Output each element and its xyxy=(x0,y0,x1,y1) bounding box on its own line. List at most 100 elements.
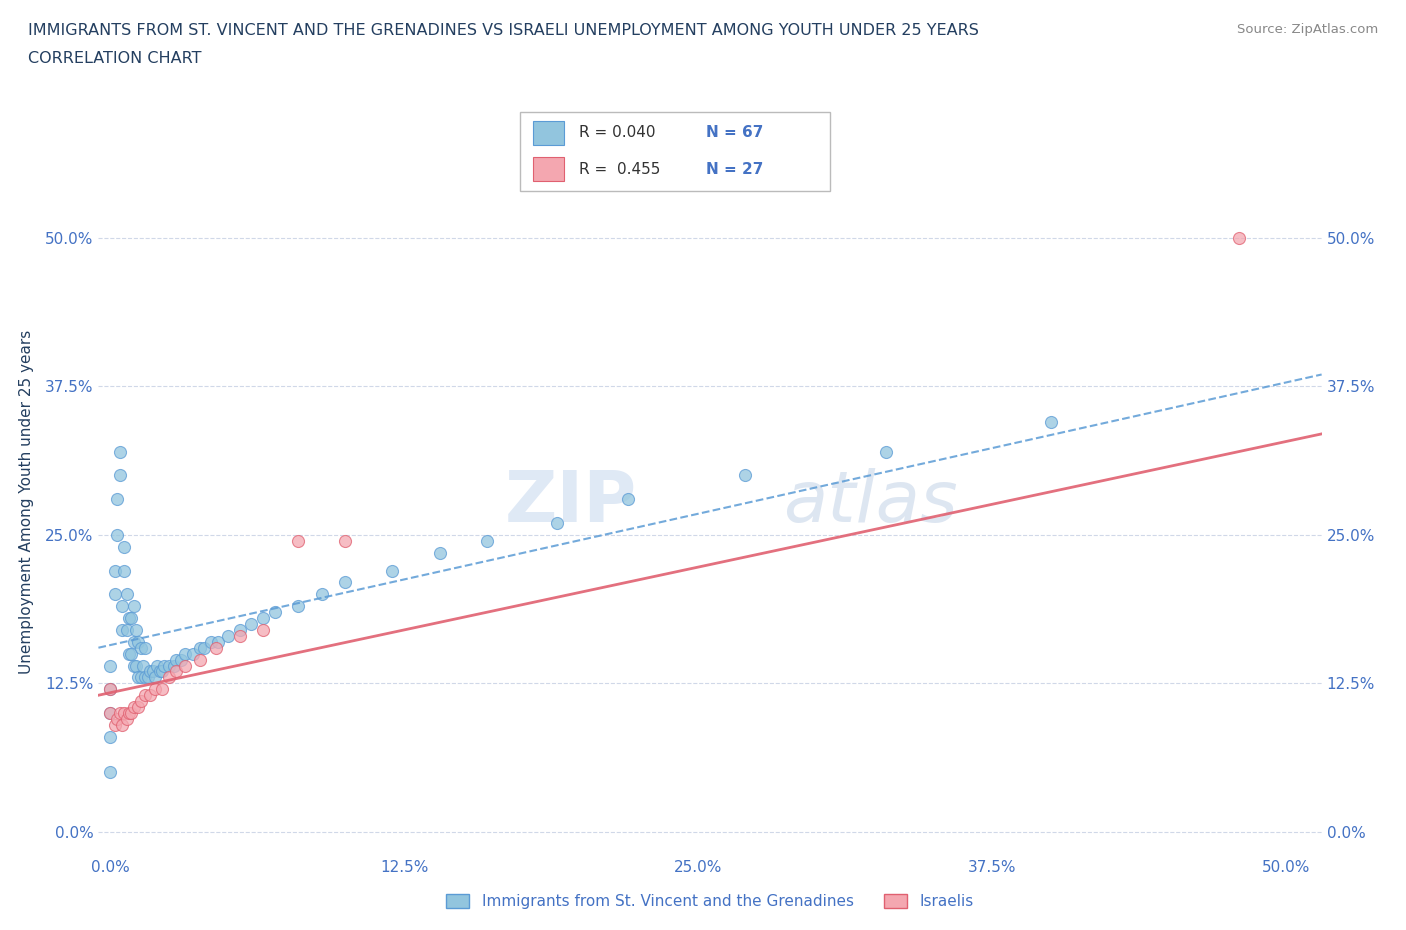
Point xyxy=(98,706,121,721)
Text: N = 27: N = 27 xyxy=(706,162,763,177)
Point xyxy=(335,575,357,590)
Point xyxy=(170,652,193,667)
Point xyxy=(118,706,141,721)
Point xyxy=(429,545,451,560)
Point xyxy=(105,527,128,542)
Point xyxy=(174,646,197,661)
Point xyxy=(143,670,166,684)
Point xyxy=(139,688,162,703)
Text: IMMIGRANTS FROM ST. VINCENT AND THE GRENADINES VS ISRAELI UNEMPLOYMENT AMONG YOU: IMMIGRANTS FROM ST. VINCENT AND THE GREN… xyxy=(28,23,979,38)
Point xyxy=(129,670,152,684)
Point xyxy=(228,629,250,644)
Point xyxy=(287,534,309,549)
Point xyxy=(875,445,897,459)
Point xyxy=(311,587,333,602)
Legend: Immigrants from St. Vincent and the Grenadines, Israelis: Immigrants from St. Vincent and the Gren… xyxy=(440,888,980,915)
Point xyxy=(207,634,229,649)
Text: N = 67: N = 67 xyxy=(706,126,763,140)
Point xyxy=(200,634,222,649)
Point xyxy=(105,711,128,726)
Point xyxy=(108,706,131,721)
Point xyxy=(188,652,211,667)
FancyBboxPatch shape xyxy=(520,112,830,191)
Point xyxy=(136,670,159,684)
Point xyxy=(115,622,138,637)
Point xyxy=(120,611,142,626)
Point xyxy=(115,587,138,602)
Point xyxy=(141,664,163,679)
Point xyxy=(546,515,568,530)
Point xyxy=(734,468,756,483)
Point xyxy=(193,640,215,655)
Point xyxy=(252,611,274,626)
Point xyxy=(1227,231,1250,246)
Point xyxy=(287,599,309,614)
Point xyxy=(205,640,228,655)
Point xyxy=(252,622,274,637)
Point xyxy=(129,640,152,655)
Text: atlas: atlas xyxy=(783,468,957,537)
Point xyxy=(125,658,148,673)
Point xyxy=(112,539,135,554)
Point xyxy=(98,706,121,721)
Point xyxy=(174,658,197,673)
Point xyxy=(240,617,263,631)
Point xyxy=(98,729,121,744)
Point xyxy=(139,664,162,679)
Text: CORRELATION CHART: CORRELATION CHART xyxy=(28,51,201,66)
Point xyxy=(188,640,211,655)
Point xyxy=(120,706,142,721)
Point xyxy=(153,658,176,673)
Point xyxy=(143,682,166,697)
Point xyxy=(127,634,149,649)
Point xyxy=(122,658,145,673)
Point xyxy=(134,670,156,684)
Text: Source: ZipAtlas.com: Source: ZipAtlas.com xyxy=(1237,23,1378,36)
Point xyxy=(150,664,173,679)
Point xyxy=(163,658,186,673)
Point xyxy=(111,717,134,732)
Point xyxy=(111,599,134,614)
Point xyxy=(98,658,121,673)
Point xyxy=(150,682,173,697)
Point xyxy=(475,534,498,549)
Point xyxy=(98,765,121,780)
Point xyxy=(217,629,239,644)
Point xyxy=(127,670,149,684)
Point xyxy=(146,658,169,673)
Point xyxy=(108,445,131,459)
Point xyxy=(125,622,148,637)
Text: ZIP: ZIP xyxy=(505,468,637,537)
Point xyxy=(120,646,142,661)
Point xyxy=(111,622,134,637)
Point xyxy=(134,688,156,703)
Text: R = 0.040: R = 0.040 xyxy=(579,126,655,140)
Point xyxy=(129,694,152,709)
Point xyxy=(228,622,250,637)
Point xyxy=(127,699,149,714)
Point xyxy=(165,664,187,679)
FancyBboxPatch shape xyxy=(533,121,564,145)
Point xyxy=(108,468,131,483)
Point xyxy=(105,492,128,507)
Point xyxy=(98,682,121,697)
Point xyxy=(118,611,141,626)
Point xyxy=(104,587,127,602)
Point xyxy=(98,682,121,697)
Point xyxy=(122,599,145,614)
Point xyxy=(335,534,357,549)
Point xyxy=(157,658,180,673)
Point xyxy=(263,604,285,619)
FancyBboxPatch shape xyxy=(533,157,564,181)
Point xyxy=(181,646,204,661)
Text: R =  0.455: R = 0.455 xyxy=(579,162,661,177)
Point xyxy=(165,652,187,667)
Point xyxy=(381,563,404,578)
Point xyxy=(122,634,145,649)
Point xyxy=(149,664,172,679)
Point xyxy=(132,658,155,673)
Point xyxy=(104,717,127,732)
Point xyxy=(1040,415,1063,430)
Point xyxy=(616,492,638,507)
Point xyxy=(104,563,127,578)
